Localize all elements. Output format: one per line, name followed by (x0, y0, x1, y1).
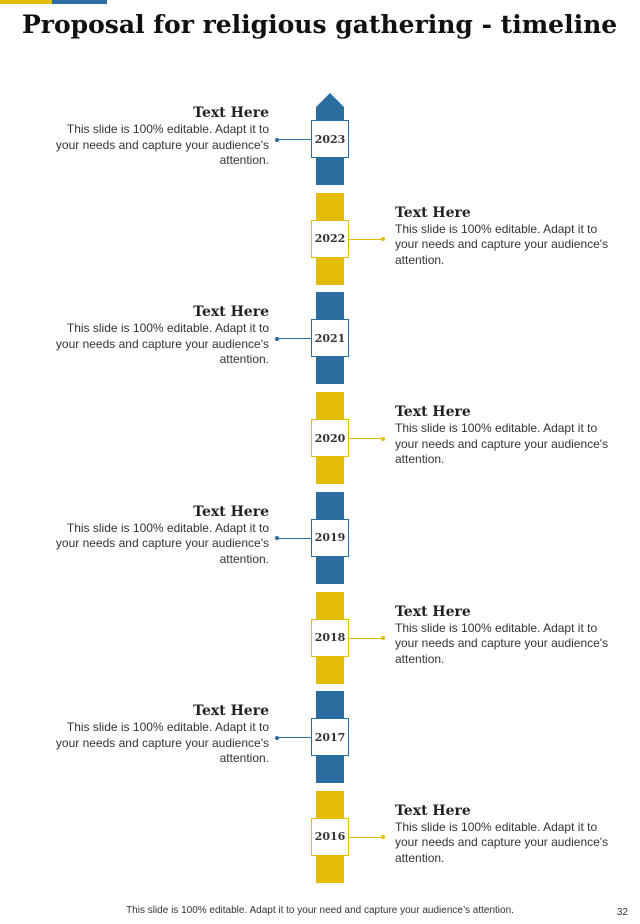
year-label: 2018 (311, 618, 349, 657)
entry-heading: Text Here (193, 105, 269, 121)
year-label: 2019 (311, 518, 349, 557)
timeline-entry-2022: Text Here This slide is 100% editable. Ad… (395, 205, 615, 269)
page-number: 32 (616, 907, 628, 918)
page-title: Proposal for religious gathering - timel… (22, 10, 618, 39)
year-label: 2021 (311, 319, 349, 358)
entry-heading: Text Here (395, 802, 471, 819)
connector-line (277, 537, 311, 539)
entry-body: This slide is 100% editable. Adapt it to… (55, 122, 269, 167)
entry-heading: Text Here (193, 703, 269, 720)
connector-dot (381, 436, 385, 441)
year-label: 2017 (311, 718, 349, 757)
connector-line (277, 139, 311, 140)
entry-body: This slide is 100% editable. Adapt it to… (395, 819, 609, 865)
entry-heading: Text Here (395, 404, 471, 421)
timeline-entry-2018: Text Here This slide is 100% editable. Ad… (395, 604, 615, 668)
timeline-entry-2019: Text Here This slide is 100% editable. Ad… (44, 504, 269, 568)
year-label: 2022 (311, 219, 349, 258)
entry-heading: Text Here (193, 304, 269, 321)
connector-line (277, 338, 311, 340)
entry-body: This slide is 100% editable. Adapt it to… (55, 520, 269, 566)
connector-line (277, 737, 311, 739)
timeline-entry-2020: Text Here This slide is 100% editable. Ad… (395, 404, 615, 468)
footer-note: This slide is 100% editable. Adapt it to… (126, 905, 514, 916)
connector-dot (275, 336, 279, 341)
connector-dot (381, 636, 385, 640)
accent-bar-yellow (0, 0, 52, 4)
connector-line (349, 238, 383, 240)
entry-heading: Text Here (395, 603, 471, 620)
connector-line (349, 637, 383, 639)
entry-body: This slide is 100% editable. Adapt it to… (395, 221, 609, 267)
timeline-entry-2023: Text Here This slide is 100% editable. Ad… (44, 105, 269, 169)
entry-heading: Text Here (193, 503, 269, 520)
connector-line (349, 836, 383, 838)
year-label: 2016 (311, 817, 349, 856)
timeline-arrow-tip (316, 93, 344, 107)
connector-line (349, 438, 383, 440)
entry-body: This slide is 100% editable. Adapt it to… (395, 421, 609, 467)
timeline-entry-2021: Text Here This slide is 100% editable. Ad… (44, 304, 269, 368)
entry-heading: Text Here (395, 204, 471, 221)
entry-body: This slide is 100% editable. Adapt it to… (395, 620, 609, 666)
connector-dot (275, 735, 279, 740)
timeline-entry-2017: Text Here This slide is 100% editable. Ad… (44, 703, 269, 767)
accent-bar-blue (52, 0, 107, 4)
connector-dot (275, 137, 279, 142)
entry-body: This slide is 100% editable. Adapt it to… (55, 321, 269, 367)
connector-dot (275, 536, 279, 541)
year-label: 2023 (311, 120, 349, 158)
entry-body: This slide is 100% editable. Adapt it to… (55, 720, 269, 766)
timeline-entry-2016: Text Here This slide is 100% editable. Ad… (395, 803, 615, 867)
connector-dot (381, 237, 385, 242)
connector-dot (381, 835, 385, 840)
year-label: 2020 (311, 419, 349, 458)
